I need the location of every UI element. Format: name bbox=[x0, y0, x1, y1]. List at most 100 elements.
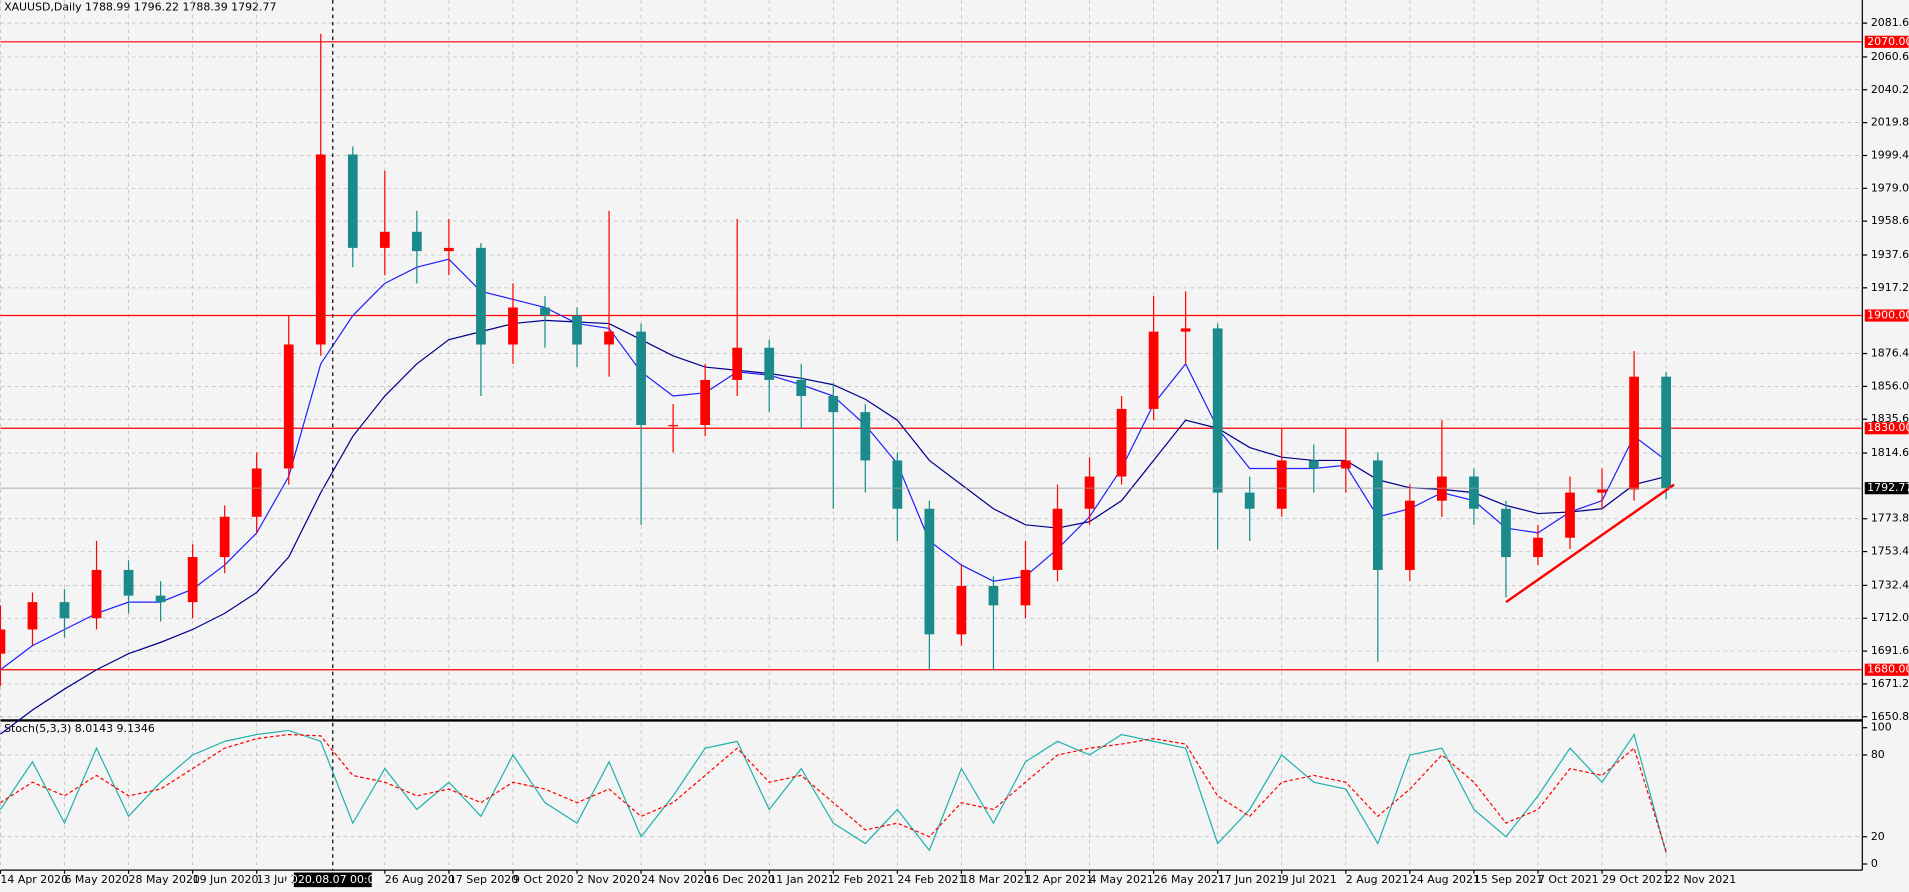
x-tick-label: 17 Sep 2020 bbox=[449, 873, 518, 886]
y-tick-label: 20 bbox=[1871, 830, 1885, 843]
candle-body bbox=[988, 586, 999, 606]
candle-body bbox=[411, 231, 422, 252]
candle-body bbox=[1308, 460, 1319, 469]
candle-body bbox=[572, 315, 582, 345]
candle-body bbox=[604, 331, 614, 345]
x-tick-label: 18 Mar 2021 bbox=[961, 873, 1030, 886]
candle-body bbox=[283, 344, 294, 469]
candle-body bbox=[379, 231, 390, 248]
level-tag bbox=[1864, 663, 1909, 676]
x-tick-label: 2 Feb 2021 bbox=[833, 873, 894, 886]
indicator-title: Stoch(5,3,3) 8.0143 9.1346 bbox=[4, 722, 155, 735]
candle-body bbox=[1469, 476, 1479, 509]
candle-body bbox=[347, 154, 358, 248]
x-tick-label: 11 Jan 2021 bbox=[769, 873, 835, 886]
candle-body bbox=[1276, 460, 1287, 509]
candle-body bbox=[1148, 331, 1159, 409]
x-tick-label: 16 Dec 2020 bbox=[705, 873, 775, 886]
y-tick-label: 1773.80 bbox=[1871, 512, 1909, 525]
candle-body bbox=[1565, 492, 1575, 538]
candle-body bbox=[1212, 328, 1223, 493]
level-label: 1680.00 bbox=[1867, 663, 1909, 676]
candle-body bbox=[796, 379, 807, 397]
y-tick-label: 1856.00 bbox=[1871, 379, 1909, 392]
candle-body bbox=[924, 508, 935, 635]
y-tick-label: 2040.20 bbox=[1871, 83, 1909, 96]
current-price-tag bbox=[1864, 482, 1909, 495]
x-tick-label: 6 May 2020 bbox=[65, 873, 129, 886]
candle-body bbox=[187, 557, 198, 603]
candle-body bbox=[1437, 476, 1447, 501]
cursor-label: 2020.08.07 00:00 bbox=[284, 873, 382, 886]
current-price-label: 1792.77 bbox=[1867, 481, 1909, 494]
chart-title: XAUUSD,Daily 1788.99 1796.22 1788.39 179… bbox=[4, 0, 276, 13]
cursor-tag bbox=[293, 872, 372, 888]
level-label: 1900.00 bbox=[1867, 309, 1909, 322]
x-tick-label: 15 Sep 2021 bbox=[1474, 873, 1543, 886]
x-tick-label: 29 Oct 2021 bbox=[1602, 873, 1670, 886]
candle-body bbox=[1244, 492, 1255, 509]
candle-body bbox=[1597, 489, 1607, 493]
y-tick-label: 1753.40 bbox=[1871, 545, 1909, 558]
candle-body bbox=[1661, 376, 1671, 489]
y-tick-label: 2081.60 bbox=[1871, 16, 1909, 29]
candle-body bbox=[1180, 328, 1191, 332]
candle-body bbox=[1372, 460, 1383, 570]
x-tick-label: 9 Oct 2020 bbox=[513, 873, 574, 886]
x-tick-label: 9 Jul 2021 bbox=[1282, 873, 1337, 886]
candle-body bbox=[1501, 508, 1511, 558]
stochastic-line bbox=[0, 729, 1667, 854]
level-label: 2070.00 bbox=[1867, 35, 1909, 48]
y-tick-label: 1712.00 bbox=[1871, 611, 1909, 624]
candle-body bbox=[700, 379, 711, 426]
y-tick-label: 1999.40 bbox=[1871, 148, 1909, 161]
candle-body bbox=[444, 247, 454, 252]
candle-body bbox=[508, 307, 518, 345]
y-tick-label: 2019.80 bbox=[1871, 116, 1909, 129]
y-tick-label: 1814.60 bbox=[1871, 446, 1909, 459]
candle-body bbox=[1084, 476, 1095, 509]
candle-body bbox=[956, 586, 967, 635]
level-tag bbox=[1864, 422, 1909, 435]
x-tick-label: 14 Apr 2020 bbox=[0, 873, 68, 886]
candle-body bbox=[1404, 500, 1415, 570]
candle-body bbox=[668, 425, 678, 427]
y-tick-label: 1958.60 bbox=[1871, 214, 1909, 227]
x-tick-label: 19 Jun 2020 bbox=[193, 873, 259, 886]
candle-body bbox=[540, 307, 550, 316]
x-tick-label: 26 May 2021 bbox=[1154, 873, 1225, 886]
x-tick-label: 28 May 2020 bbox=[129, 873, 200, 886]
candle-body bbox=[123, 569, 134, 596]
x-tick-label: 24 Nov 2020 bbox=[641, 873, 711, 886]
candle-body bbox=[1020, 569, 1031, 606]
candle-body bbox=[251, 468, 262, 517]
x-tick-label: 24 Feb 2021 bbox=[897, 873, 965, 886]
level-tag bbox=[1864, 35, 1909, 48]
candle-body bbox=[476, 247, 486, 345]
candle-body bbox=[1116, 408, 1127, 477]
x-tick-label: 26 Aug 2020 bbox=[385, 873, 455, 886]
x-tick-label: 17 Jun 2021 bbox=[1218, 873, 1284, 886]
x-tick-label: 2 Aug 2021 bbox=[1346, 873, 1409, 886]
candle-body bbox=[0, 629, 6, 654]
x-tick-label: 7 Oct 2021 bbox=[1538, 873, 1599, 886]
y-tick-label: 1937.60 bbox=[1871, 248, 1909, 261]
candle-body bbox=[27, 602, 38, 630]
candle-body bbox=[636, 331, 646, 426]
x-tick-label: 24 Aug 2021 bbox=[1410, 873, 1480, 886]
trendline bbox=[1505, 483, 1675, 604]
candle-body bbox=[315, 154, 326, 345]
x-tick-label: 2 Nov 2020 bbox=[577, 873, 640, 886]
level-label: 1830.00 bbox=[1867, 421, 1909, 434]
y-tick-label: 1835.60 bbox=[1871, 412, 1909, 425]
y-tick-label: 1732.40 bbox=[1871, 578, 1909, 591]
x-tick-label: 12 Apr 2021 bbox=[1025, 873, 1093, 886]
candle-body bbox=[91, 569, 102, 619]
x-tick-label: 4 May 2021 bbox=[1090, 873, 1154, 886]
stochastic-line bbox=[0, 733, 1667, 852]
y-tick-label: 0 bbox=[1871, 857, 1878, 870]
candle-body bbox=[764, 347, 775, 380]
x-tick-label: 22 Nov 2021 bbox=[1666, 873, 1736, 886]
